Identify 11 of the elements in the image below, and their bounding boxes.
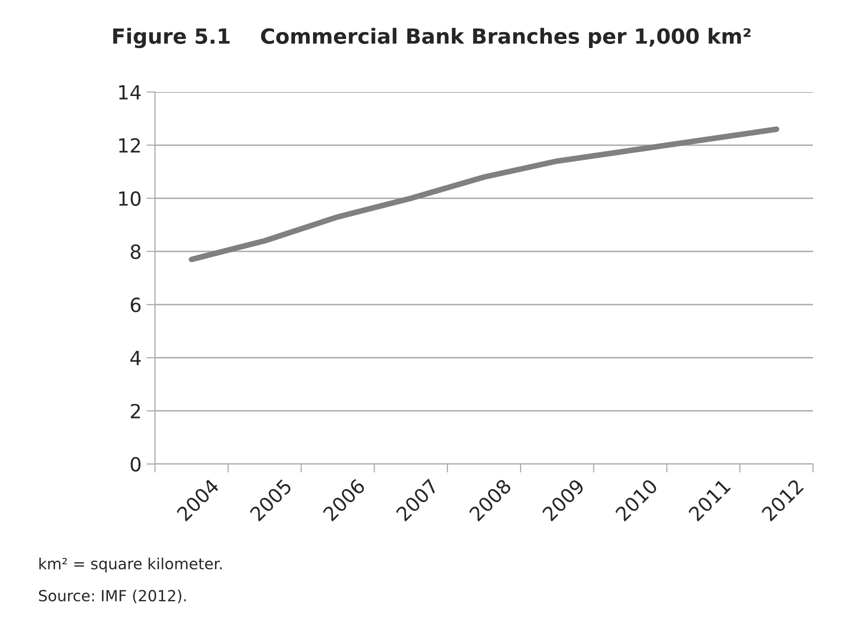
source-note: Source: IMF (2012). [39, 590, 186, 604]
text: km² = square kilometer. [39, 558, 222, 572]
y-tick-label: 2 [130, 404, 140, 418]
y-tick-label: 4 [130, 350, 141, 366]
y-tick-label: 0 [130, 456, 141, 472]
y-tick-label: 8 [130, 244, 140, 260]
y-tick-label: 10 [119, 191, 141, 206]
y-tick-label: 12 [119, 138, 140, 153]
chart-title: Figure 5.1 Commercial Bank Branches per 1,000 km² [113, 28, 751, 48]
y-tick-label: 6 [130, 298, 141, 312]
y-tick-label: 14 [119, 85, 141, 100]
